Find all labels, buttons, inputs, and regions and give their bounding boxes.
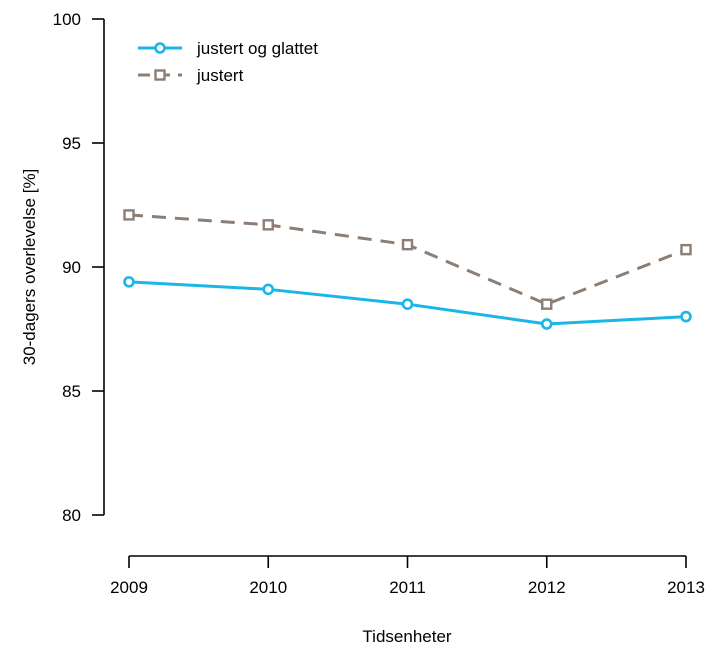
series-justert — [123, 209, 692, 310]
series-layer — [123, 209, 692, 330]
y-axis: 80 85 90 95 100 — [53, 10, 105, 525]
legend: justert og glattet justert — [138, 39, 318, 85]
data-point — [123, 276, 135, 288]
data-point — [680, 243, 692, 256]
data-point — [401, 298, 414, 311]
x-axis-title: Tidsenheter — [362, 627, 451, 646]
y-tick-label: 85 — [62, 382, 81, 401]
data-point — [680, 310, 692, 323]
x-tick-label: 2013 — [667, 578, 705, 597]
x-axis: 2009 2010 2011 2012 2013 — [110, 555, 705, 597]
legend-label: justert — [196, 66, 244, 85]
data-point — [401, 238, 414, 251]
x-tick-label: 2010 — [249, 578, 287, 597]
series-line — [128, 213, 687, 306]
data-point — [123, 209, 135, 221]
y-tick-label: 90 — [62, 258, 81, 277]
series-justert-og-glattet — [123, 276, 692, 330]
x-tick-label: 2012 — [528, 578, 566, 597]
data-point — [541, 298, 553, 310]
legend-label: justert og glattet — [196, 39, 318, 58]
y-tick-label: 100 — [53, 10, 81, 29]
x-tick-label: 2009 — [110, 578, 148, 597]
y-tick-label: 80 — [62, 506, 81, 525]
x-tick-label: 2011 — [389, 578, 426, 597]
data-point — [262, 219, 274, 231]
data-point — [540, 318, 553, 330]
y-axis-title: 30-dagers overlevelse [%] — [20, 169, 39, 366]
legend-marker — [154, 69, 166, 81]
data-point — [262, 283, 275, 296]
y-tick-label: 95 — [62, 134, 81, 153]
legend-marker — [154, 42, 166, 54]
